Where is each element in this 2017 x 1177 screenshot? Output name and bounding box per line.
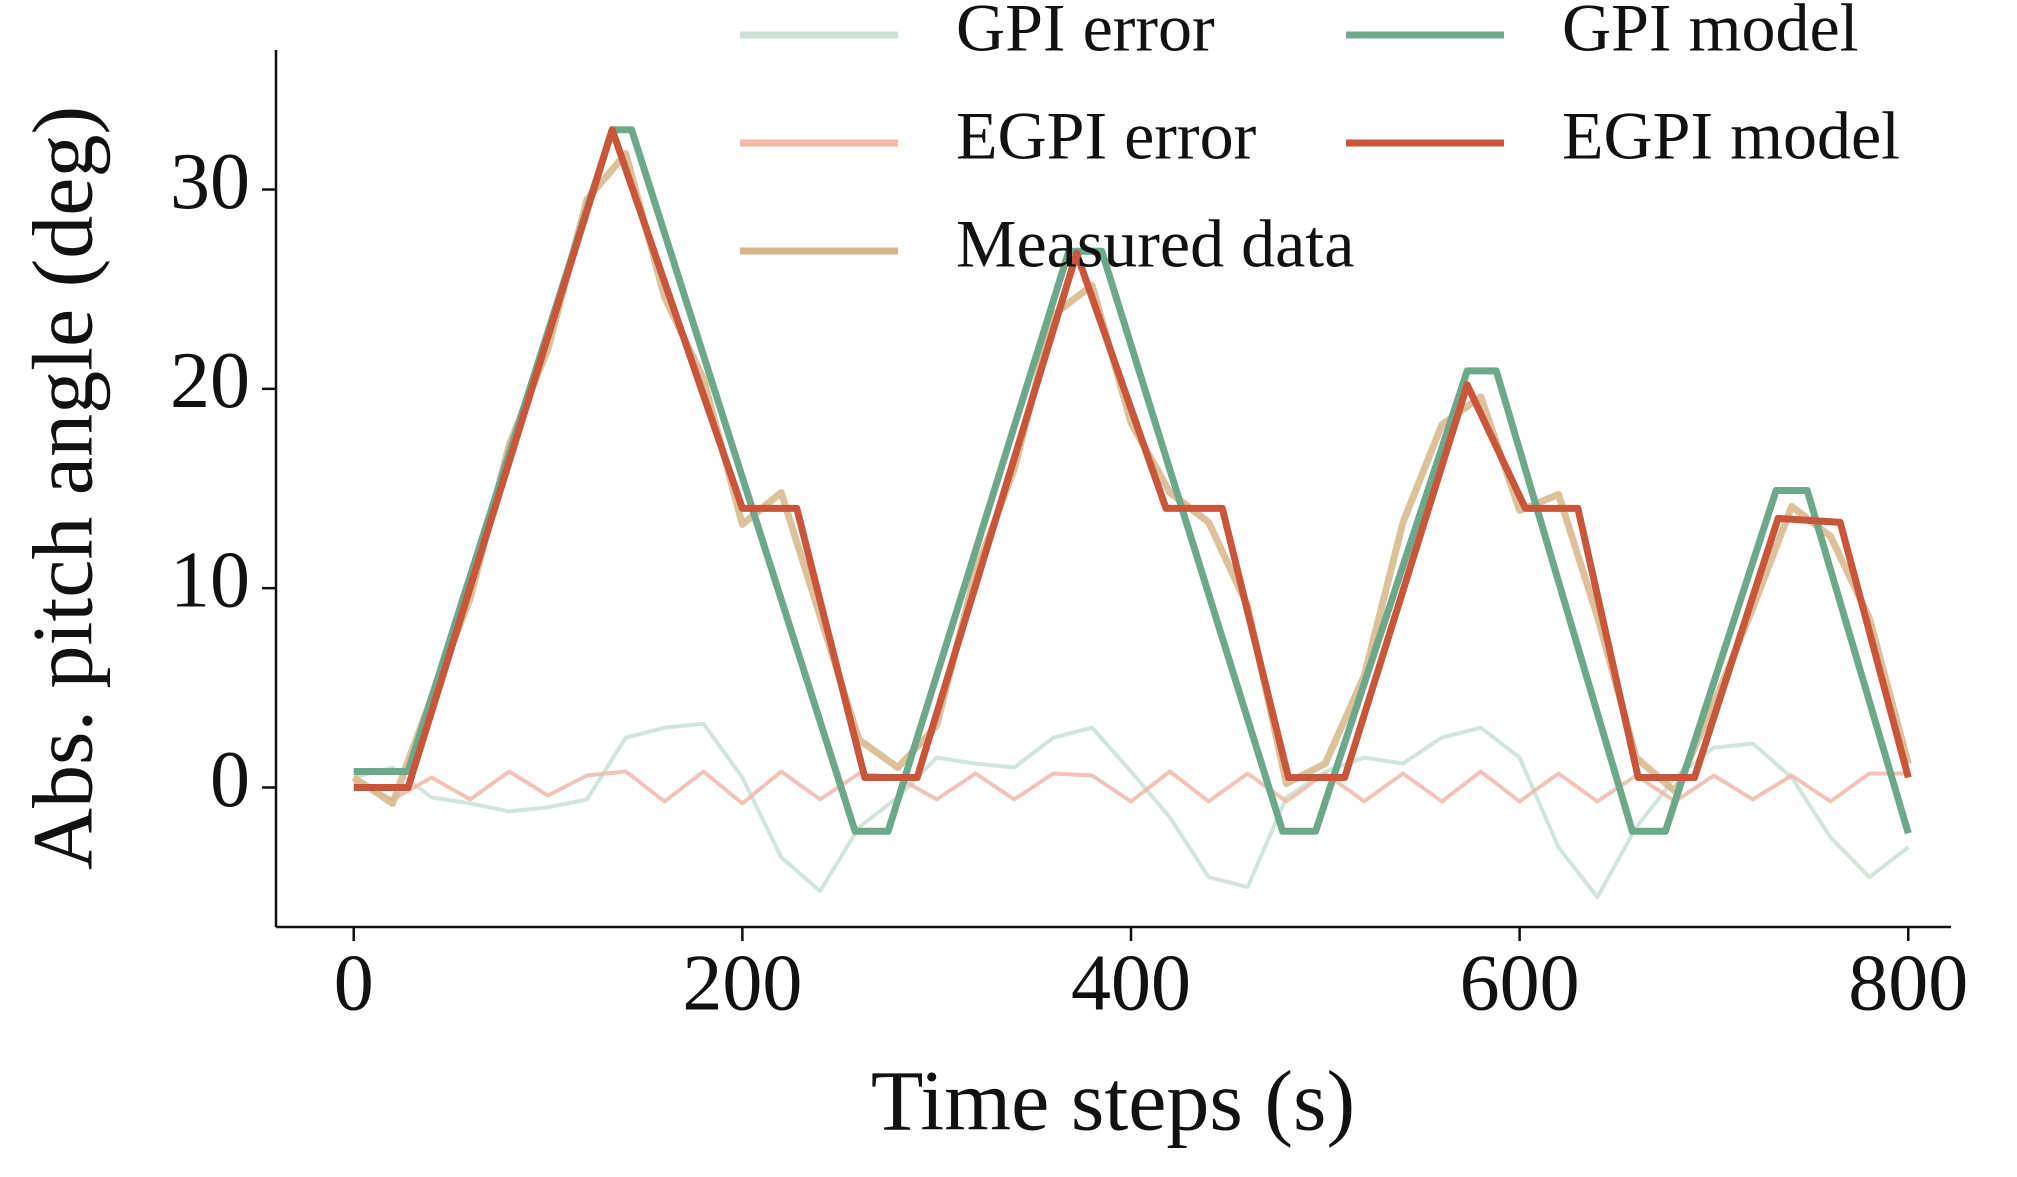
series-line (352, 769, 1909, 806)
y-tick-label: 10 (170, 537, 250, 625)
x-tick-label: 800 (1848, 939, 1968, 1027)
legend-label: EGPI error (956, 98, 1257, 174)
y-tick-label: 0 (210, 736, 250, 824)
series-line (353, 721, 1910, 900)
x-axis-label: Time steps (s) (871, 1053, 1355, 1149)
legend-label: Measured data (956, 206, 1354, 282)
y-tick-label: 20 (170, 337, 250, 425)
x-tick-label: 200 (682, 939, 802, 1027)
legend-label: GPI error (956, 0, 1215, 66)
x-tick-label: 400 (1071, 939, 1191, 1027)
x-tick-label: 0 (334, 939, 374, 1027)
legend-label: GPI model (1562, 0, 1859, 66)
series-line (351, 150, 1912, 807)
series-line (353, 126, 1912, 835)
y-tick-label: 30 (170, 138, 250, 226)
x-tick-label: 600 (1460, 939, 1580, 1027)
series-line (353, 126, 1912, 791)
y-axis-label: Abs. pitch angle (deg) (15, 106, 111, 870)
legend-label: EGPI model (1562, 98, 1900, 174)
